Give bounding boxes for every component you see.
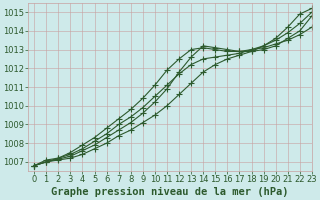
X-axis label: Graphe pression niveau de la mer (hPa): Graphe pression niveau de la mer (hPa): [51, 187, 289, 197]
